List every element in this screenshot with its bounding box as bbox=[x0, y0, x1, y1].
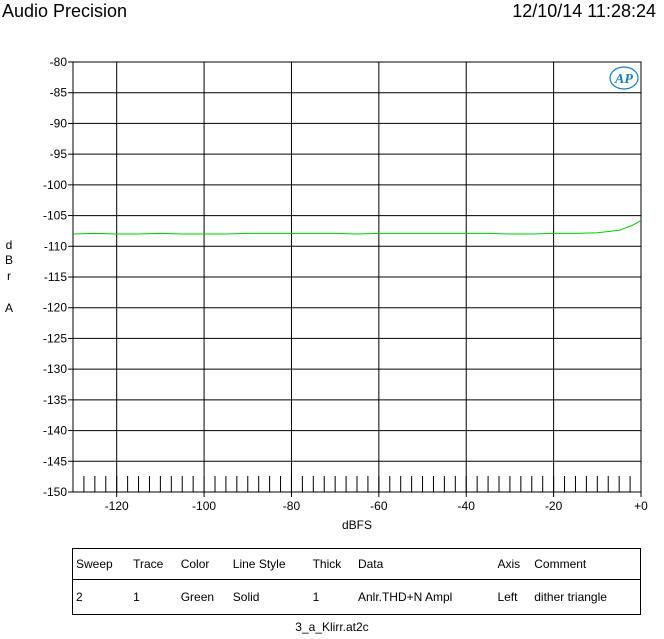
x-tick-label: -120 bbox=[105, 499, 129, 513]
y-tick-label: -80 bbox=[50, 55, 68, 69]
y-axis-label-char: r bbox=[7, 269, 11, 283]
plot-frame bbox=[72, 61, 642, 493]
trace-legend-table: Sweep Trace Color Line Style Thick Data … bbox=[72, 548, 641, 615]
legend-cell: dither triangle bbox=[534, 590, 607, 604]
y-tick-label: -110 bbox=[44, 239, 67, 253]
x-tick-label: -20 bbox=[545, 499, 563, 513]
x-tick-label: -100 bbox=[192, 499, 216, 513]
thd-n-chart: -120 -100 -80 -60 -40 -20 +0 -80-85-90-95-100-… bbox=[5, 55, 648, 532]
y-tick-label: -130 bbox=[43, 362, 67, 376]
legend-header-cell: Data bbox=[354, 548, 495, 580]
file-name: 3_a_Klirr.at2c bbox=[295, 620, 369, 634]
legend-header-cell: Trace bbox=[130, 548, 178, 580]
legend-cell: 2 bbox=[76, 590, 83, 604]
x-tick-labels: -120 -100 -80 -60 -40 -20 +0 bbox=[105, 499, 648, 513]
y-axis-label: dBr A bbox=[5, 238, 13, 315]
x-axis-label: dBFS bbox=[342, 518, 372, 532]
y-tick-label: -145 bbox=[43, 454, 67, 468]
legend-trace-row: 2 1 Green Solid 1 Anlr.THD+N Ampl Left d… bbox=[73, 580, 641, 615]
series-line bbox=[72, 220, 642, 235]
legend-cell: 1 bbox=[312, 590, 320, 604]
ap-logo-icon: AP bbox=[609, 66, 639, 90]
legend-cell: Green bbox=[180, 590, 215, 604]
y-axis-label-char: B bbox=[5, 253, 13, 267]
legend-cell: Left bbox=[497, 590, 518, 604]
y-tick-labels: -80 -85 -90 -95 -100 -105 -110 -115 -120 -125 -130… bbox=[43, 55, 67, 499]
grid bbox=[68, 61, 642, 497]
x-minor-ticks bbox=[72, 476, 642, 492]
y-tick-label: -135 bbox=[43, 393, 67, 407]
y-tick-label: -115 bbox=[44, 270, 67, 284]
series-layer bbox=[72, 220, 642, 235]
x-tick-label: -60 bbox=[370, 499, 388, 513]
legend-cell: Solid bbox=[232, 590, 260, 604]
legend-header-cell: Comment bbox=[531, 548, 641, 580]
x-tick-label: -80 bbox=[283, 499, 301, 513]
y-axis-label-char: d bbox=[6, 238, 13, 252]
y-tick-label: -120 bbox=[43, 301, 67, 315]
timestamp: 12/10/14 11:28:24 bbox=[512, 1, 656, 21]
y-tick-label: -100 bbox=[43, 178, 67, 192]
y-tick-label: -90 bbox=[50, 116, 68, 130]
y-tick-label: -105 bbox=[43, 209, 67, 223]
y-tick-label: -95 bbox=[50, 147, 68, 161]
x-tick-label: -40 bbox=[458, 499, 476, 513]
y-tick-label: -140 bbox=[43, 424, 67, 438]
x-tick-label: +0 bbox=[634, 499, 648, 513]
legend-header-cell: Line Style bbox=[229, 548, 310, 580]
y-tick-label: -85 bbox=[50, 86, 68, 100]
ap-logo-text: AP bbox=[614, 72, 633, 87]
legend-header-cell: Sweep bbox=[72, 548, 131, 580]
y-tick-label: -150 bbox=[43, 485, 67, 499]
legend-header-row: Sweep Trace Color Line Style Thick Data … bbox=[72, 548, 641, 580]
legend-header-cell: Color bbox=[177, 548, 230, 580]
legend-cell: Anlr.THD+N Ampl bbox=[357, 590, 453, 604]
y-tick-label: -125 bbox=[43, 331, 67, 345]
legend-cell: 1 bbox=[133, 590, 140, 604]
app-title: Audio Precision bbox=[2, 1, 128, 21]
legend-header-cell: Axis bbox=[494, 548, 532, 580]
y-axis-label-char: A bbox=[5, 301, 13, 315]
legend-header-cell: Thick bbox=[309, 548, 355, 580]
